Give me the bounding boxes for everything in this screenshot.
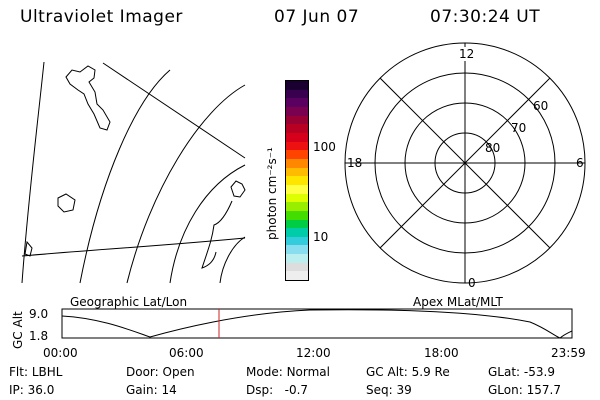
graticule-line	[79, 69, 171, 284]
altitude-curve	[61, 309, 573, 339]
landmass	[24, 240, 33, 257]
graticule-line	[219, 236, 246, 284]
instrument-title: Ultraviolet Imager	[20, 7, 183, 27]
mlt-diagonal	[379, 77, 551, 249]
graticule-line	[169, 164, 246, 284]
colorbar-segment	[286, 176, 308, 185]
colorbar-segment	[286, 158, 308, 168]
colorbar-segment	[286, 262, 308, 272]
colorbar-segment	[286, 184, 308, 194]
colorbar-segment	[286, 115, 308, 125]
xtick-0600: 06:00	[169, 346, 204, 360]
colorbar-segment	[286, 236, 308, 246]
colorbar-label-box: photon cm⁻²s⁻¹	[265, 147, 279, 240]
xtick-1800: 18:00	[424, 346, 459, 360]
coastline	[201, 200, 233, 269]
xtick-1200: 12:00	[296, 346, 331, 360]
time-label: 07:30:24 UT	[430, 7, 541, 27]
graticule-line	[126, 84, 246, 284]
colorbar-segment	[286, 210, 308, 220]
graticule-line	[102, 62, 246, 159]
lat-label-70: 70	[511, 121, 526, 135]
colorbar-segment	[286, 193, 308, 203]
mlt-label-6: 6	[576, 156, 584, 170]
landmass	[230, 180, 246, 198]
apex-label: Apex MLat/MLT	[413, 295, 503, 309]
info-ip: IP: 36.0	[9, 383, 55, 397]
altitude-plot-frame	[61, 308, 573, 339]
colorbar-segment	[286, 132, 308, 142]
lat-label-60: 60	[533, 99, 548, 113]
lat-label-80: 80	[485, 141, 500, 155]
colorbar-segment	[286, 167, 308, 177]
info-glat: GLat: -53.9	[488, 365, 555, 379]
colorbar-segment	[286, 254, 308, 263]
geographic-label: Geographic Lat/Lon	[70, 295, 188, 309]
colorbar-segment	[286, 89, 308, 99]
colorbar-segment	[286, 106, 308, 116]
info-flt: Flt: LBHL	[9, 365, 63, 379]
date-label: 07 Jun 07	[274, 7, 360, 27]
info-glon: GLon: 157.7	[488, 383, 561, 397]
altitude-plot: GC Alt 9.0 1.8	[11, 307, 573, 349]
landmass	[65, 65, 111, 131]
xtick-2359: 23:59	[551, 346, 586, 360]
colorbar-label: photon cm⁻²s⁻¹	[265, 147, 279, 240]
colorbar-tick-10: 10	[313, 230, 329, 244]
colorbar-segment	[286, 245, 308, 255]
altitude-ylabel: GC Alt	[11, 311, 25, 349]
colorbar	[285, 80, 309, 281]
info-mode: Mode: Normal	[246, 365, 330, 379]
altitude-ytick-top: 9.0	[29, 307, 48, 321]
colorbar-segment	[286, 202, 308, 211]
altitude-ytick-bottom: 1.8	[29, 329, 48, 343]
colorbar-tick-100: 100	[313, 140, 336, 154]
mlt-label-0: 0	[468, 276, 476, 290]
polar-plot: 12 18 6 0 60 70 80	[344, 42, 586, 290]
info-seq: Seq: 39	[366, 383, 412, 397]
graticule-line	[21, 61, 45, 284]
colorbar-segment	[286, 98, 308, 107]
colorbar-segment	[286, 141, 308, 151]
info-door: Door: Open	[126, 365, 195, 379]
graticule-line	[21, 237, 246, 257]
colorbar-segment	[286, 81, 308, 90]
colorbar-segment	[286, 124, 308, 133]
colorbar-segment	[286, 271, 308, 281]
mlt-label-12: 12	[459, 47, 474, 61]
mlt-label-18: 18	[347, 156, 362, 170]
colorbar-segment	[286, 150, 308, 159]
xtick-0000: 00:00	[43, 346, 78, 360]
info-gc-alt: GC Alt: 5.9 Re	[366, 365, 450, 379]
info-dsp: Dsp: -0.7	[246, 383, 309, 397]
colorbar-segment	[286, 219, 308, 229]
colorbar-segment	[286, 228, 308, 237]
info-gain: Gain: 14	[126, 383, 177, 397]
landmass	[57, 193, 76, 213]
